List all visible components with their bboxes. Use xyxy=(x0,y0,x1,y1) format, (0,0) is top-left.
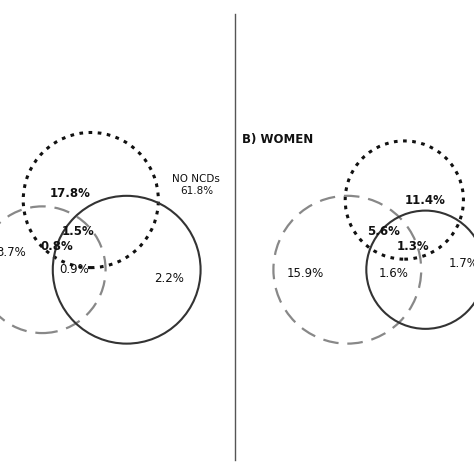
Text: NO NCDs
61.8%: NO NCDs 61.8% xyxy=(173,174,220,196)
Text: 1.3%: 1.3% xyxy=(396,240,429,253)
Text: 1.7%: 1.7% xyxy=(448,257,474,270)
Text: 3.7%: 3.7% xyxy=(0,246,26,259)
Text: 1.6%: 1.6% xyxy=(379,267,409,281)
Text: B) WOMEN: B) WOMEN xyxy=(242,133,313,146)
Text: 0.8%: 0.8% xyxy=(41,240,73,253)
Text: 1.5%: 1.5% xyxy=(62,225,94,238)
Text: 2.2%: 2.2% xyxy=(154,272,184,285)
Text: 5.6%: 5.6% xyxy=(367,225,400,238)
Text: 11.4%: 11.4% xyxy=(405,193,446,207)
Text: 0.9%: 0.9% xyxy=(59,263,89,276)
Text: 17.8%: 17.8% xyxy=(49,187,90,200)
Text: 15.9%: 15.9% xyxy=(286,267,324,281)
